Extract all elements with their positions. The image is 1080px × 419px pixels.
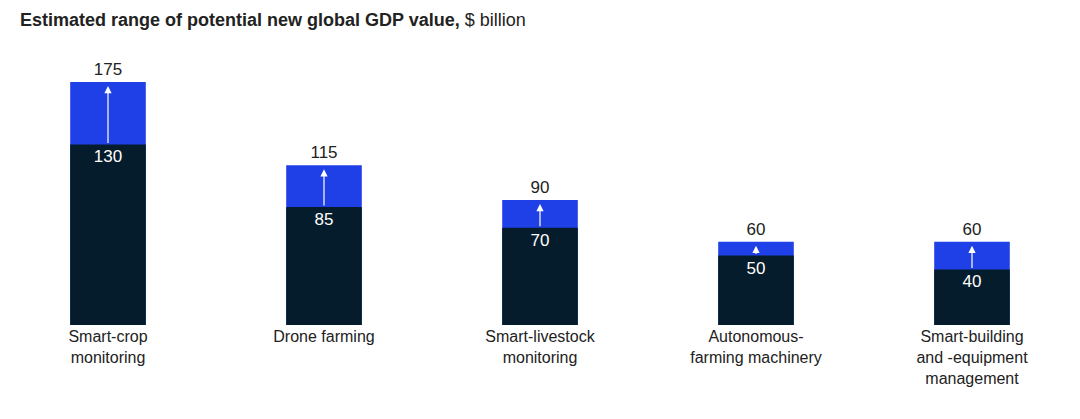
svg-text:90: 90 [531,178,550,197]
svg-text:130: 130 [94,147,122,166]
svg-text:60: 60 [963,220,982,239]
svg-text:Smart-cropmonitoring: Smart-cropmonitoring [68,328,147,366]
svg-text:40: 40 [963,272,982,291]
svg-text:Smart-buildingand -equipmentma: Smart-buildingand -equipmentmanagement [916,328,1028,387]
svg-text:115: 115 [310,143,337,162]
svg-text:50: 50 [747,259,766,278]
svg-text:70: 70 [531,231,550,250]
svg-text:Smart-livestockmonitoring: Smart-livestockmonitoring [485,328,595,366]
svg-text:175: 175 [94,60,122,79]
svg-text:85: 85 [315,210,334,229]
svg-text:60: 60 [747,220,766,239]
svg-text:Autonomous-farming machinery: Autonomous-farming machinery [690,328,822,366]
svg-text:Drone farming: Drone farming [273,328,374,345]
svg-text:Estimated range of potential n: Estimated range of potential new global … [20,10,526,30]
